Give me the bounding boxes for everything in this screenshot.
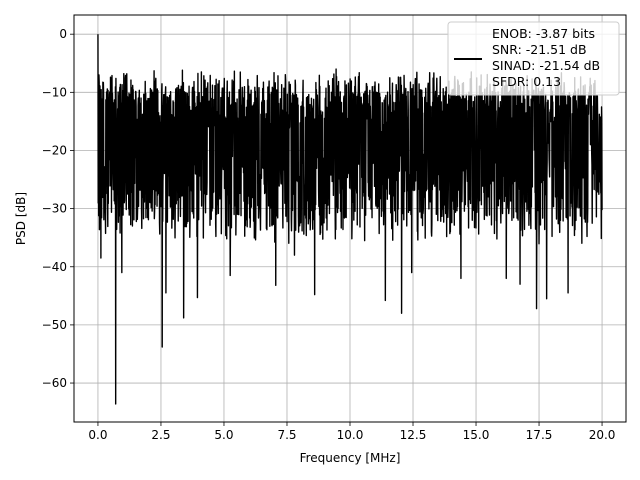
y-tick-label: −10: [42, 85, 67, 99]
x-tick-label: 15.0: [463, 428, 490, 442]
x-axis-label: Frequency [MHz]: [300, 451, 401, 465]
legend-line-sfdr: SFDR: 0.13: [492, 74, 561, 89]
y-tick-label: −50: [42, 318, 67, 332]
legend: ENOB: -3.87 bits SNR: -21.51 dB SINAD: -…: [447, 21, 620, 96]
x-tick-label: 12.5: [400, 428, 427, 442]
x-tick-label: 0.0: [88, 428, 107, 442]
y-axis-ticks: 0 −10 −20 −30 −40 −50 −60: [42, 27, 74, 390]
x-tick-label: 5.0: [214, 428, 233, 442]
y-axis-label: PSD [dB]: [14, 192, 28, 245]
x-tick-label: 7.5: [277, 428, 296, 442]
y-tick-label: −30: [42, 202, 67, 216]
x-tick-label: 10.0: [337, 428, 364, 442]
y-tick-label: −60: [42, 376, 67, 390]
x-tick-label: 2.5: [151, 428, 170, 442]
legend-line-snr: SNR: -21.51 dB: [492, 42, 587, 57]
legend-line-enob: ENOB: -3.87 bits: [492, 26, 595, 41]
legend-line-sinad: SINAD: -21.54 dB: [492, 58, 600, 73]
legend-box: [447, 21, 620, 96]
x-tick-label: 20.0: [589, 428, 616, 442]
y-tick-label: −20: [42, 143, 67, 157]
psd-line: [97, 34, 603, 405]
y-tick-label: −40: [42, 260, 67, 274]
x-tick-label: 17.5: [526, 428, 553, 442]
psd-series: [97, 34, 603, 405]
y-tick-label: 0: [59, 27, 67, 41]
x-axis-ticks: 0.0 2.5 5.0 7.5 10.0 12.5 15.0 17.5 20.0: [88, 422, 615, 442]
